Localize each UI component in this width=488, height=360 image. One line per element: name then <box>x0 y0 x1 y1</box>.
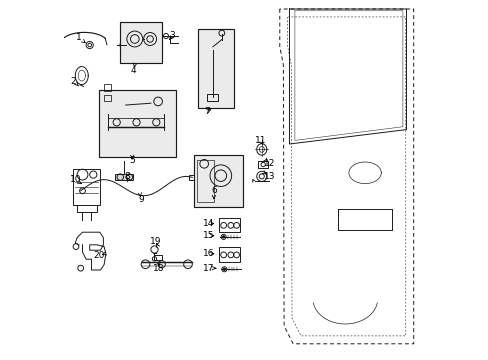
Bar <box>154 255 162 260</box>
Text: 3: 3 <box>169 31 175 40</box>
Circle shape <box>223 268 225 270</box>
Bar <box>188 175 195 180</box>
Bar <box>219 218 240 232</box>
Text: 10: 10 <box>69 175 81 184</box>
Bar <box>104 84 110 91</box>
Text: 5: 5 <box>129 156 135 165</box>
Text: 17: 17 <box>203 264 214 273</box>
Text: 11: 11 <box>254 136 266 145</box>
Text: 6: 6 <box>211 186 216 195</box>
Bar <box>197 160 214 202</box>
Bar <box>115 174 133 180</box>
Text: 19: 19 <box>149 237 161 246</box>
FancyBboxPatch shape <box>194 155 242 207</box>
Text: 1: 1 <box>76 33 81 42</box>
Text: 16: 16 <box>203 249 214 258</box>
FancyBboxPatch shape <box>99 90 176 157</box>
Text: 9: 9 <box>138 195 144 204</box>
Bar <box>73 169 101 205</box>
Text: 4: 4 <box>130 66 136 75</box>
Text: 8: 8 <box>123 172 129 181</box>
Bar <box>219 247 240 262</box>
Text: 15: 15 <box>203 231 214 240</box>
Text: 20: 20 <box>93 251 104 260</box>
FancyBboxPatch shape <box>120 22 162 63</box>
Text: 18: 18 <box>153 264 164 273</box>
Text: 13: 13 <box>264 172 275 181</box>
Bar <box>207 94 218 101</box>
Text: 7: 7 <box>203 107 209 116</box>
Text: 14: 14 <box>203 219 214 228</box>
Text: 2: 2 <box>71 77 76 85</box>
Text: 12: 12 <box>264 159 275 168</box>
FancyBboxPatch shape <box>197 29 233 108</box>
Bar <box>104 95 110 102</box>
Bar <box>258 161 268 168</box>
Circle shape <box>222 236 224 238</box>
